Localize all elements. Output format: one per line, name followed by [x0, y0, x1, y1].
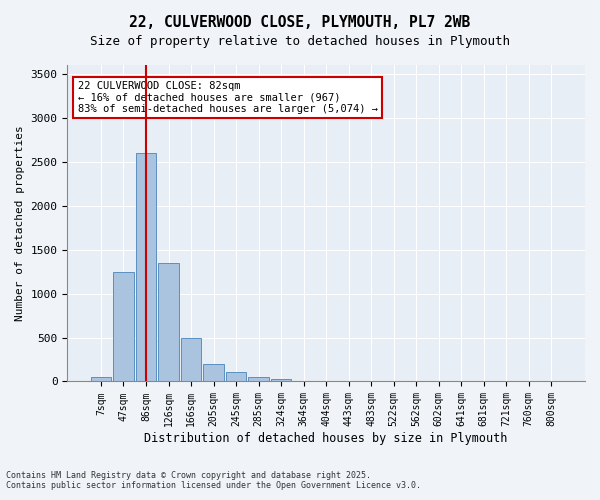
Bar — [316, 380, 336, 382]
Bar — [158, 263, 179, 382]
Bar — [91, 377, 111, 382]
Bar — [293, 380, 314, 382]
Bar — [136, 153, 156, 382]
Text: Size of property relative to detached houses in Plymouth: Size of property relative to detached ho… — [90, 35, 510, 48]
Bar — [181, 338, 201, 382]
X-axis label: Distribution of detached houses by size in Plymouth: Distribution of detached houses by size … — [145, 432, 508, 445]
Bar — [248, 376, 269, 382]
Bar — [203, 364, 224, 382]
Text: 22 CULVERWOOD CLOSE: 82sqm
← 16% of detached houses are smaller (967)
83% of sem: 22 CULVERWOOD CLOSE: 82sqm ← 16% of deta… — [77, 81, 377, 114]
Bar — [226, 372, 246, 382]
Text: Contains HM Land Registry data © Crown copyright and database right 2025.
Contai: Contains HM Land Registry data © Crown c… — [6, 470, 421, 490]
Y-axis label: Number of detached properties: Number of detached properties — [15, 126, 25, 321]
Bar — [271, 379, 291, 382]
Bar — [113, 272, 134, 382]
Text: 22, CULVERWOOD CLOSE, PLYMOUTH, PL7 2WB: 22, CULVERWOOD CLOSE, PLYMOUTH, PL7 2WB — [130, 15, 470, 30]
